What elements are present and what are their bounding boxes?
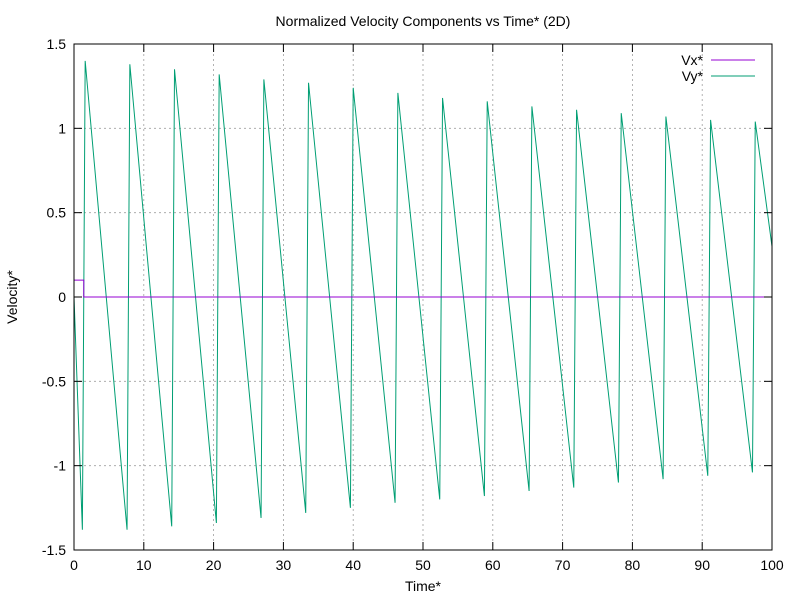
axis-ticks: 0 10 20 30 40 50 60 70 80 90 100 -1.5 -1 -0.5 0 0.5 1 1.5 <box>42 36 784 573</box>
x-tick-label: 90 <box>694 557 710 573</box>
x-tick-label: 70 <box>555 557 571 573</box>
legend-label: Vy* <box>682 68 704 84</box>
x-tick-label: 100 <box>760 557 784 573</box>
x-axis-label: Time* <box>405 578 442 594</box>
chart-title: Normalized Velocity Components vs Time* … <box>276 13 571 29</box>
series-line-vx <box>74 279 772 298</box>
y-tick-label: -1 <box>54 458 67 474</box>
legend: Vx*Vy* <box>681 52 755 84</box>
y-tick-label: 0 <box>58 289 66 305</box>
y-tick-label: 1 <box>58 120 66 136</box>
y-tick-label: 1.5 <box>47 36 67 52</box>
x-tick-label: 80 <box>625 557 641 573</box>
x-tick-label: 30 <box>276 557 292 573</box>
x-tick-label: 10 <box>136 557 152 573</box>
series-line-vy <box>73 60 773 530</box>
y-tick-label: -1.5 <box>42 542 66 558</box>
x-tick-label: 50 <box>415 557 431 573</box>
x-tick-label: 20 <box>206 557 222 573</box>
x-tick-label: 0 <box>70 557 78 573</box>
y-axis-label: Velocity* <box>4 270 20 324</box>
x-tick-label: 40 <box>345 557 361 573</box>
y-tick-label: -0.5 <box>42 373 66 389</box>
x-tick-label: 60 <box>485 557 501 573</box>
y-tick-label: 0.5 <box>47 205 67 221</box>
series-lines <box>73 60 773 530</box>
legend-label: Vx* <box>681 52 703 68</box>
